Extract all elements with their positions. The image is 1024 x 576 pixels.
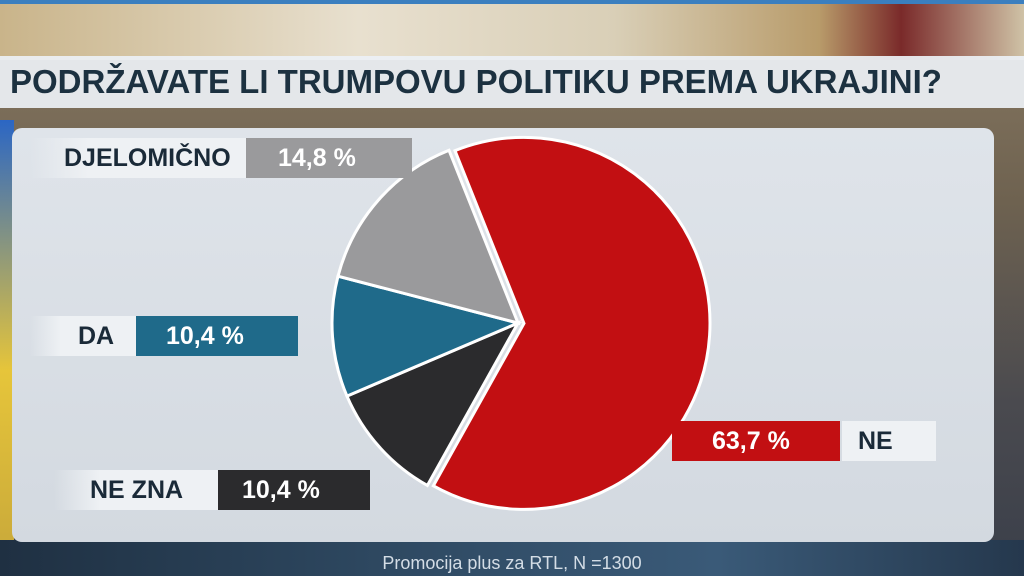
value-ne-zna: 10,4 % bbox=[218, 470, 370, 510]
label-djelomicno: DJELOMIČNO bbox=[30, 138, 264, 178]
chart-title: PODRŽAVATE LI TRUMPOVU POLITIKU PREMA UK… bbox=[10, 63, 942, 100]
value-da: 10,4 % bbox=[136, 316, 298, 356]
footer-source: Promocija plus za RTL, N =1300 bbox=[382, 552, 642, 573]
label-ne: NE bbox=[842, 421, 936, 461]
pie-slice-da bbox=[330, 274, 523, 399]
value-djelomicno-text: 14,8 % bbox=[278, 143, 356, 172]
label-da-text: DA bbox=[78, 321, 115, 350]
value-ne-zna-text: 10,4 % bbox=[242, 475, 320, 504]
top-accent-strip bbox=[0, 0, 1024, 4]
value-djelomicno: 14,8 % bbox=[246, 138, 412, 178]
title-bar: PODRŽAVATE LI TRUMPOVU POLITIKU PREMA UK… bbox=[0, 56, 1024, 108]
background-flag bbox=[0, 120, 14, 576]
pie-slice-ne bbox=[431, 135, 712, 511]
label-ne-zna-text: NE ZNA bbox=[90, 475, 184, 504]
value-ne-text: 63,7 % bbox=[712, 426, 790, 455]
label-djelomicno-text: DJELOMIČNO bbox=[64, 143, 231, 172]
background-bottom bbox=[0, 540, 1024, 576]
label-da: DA bbox=[30, 316, 154, 356]
value-da-text: 10,4 % bbox=[166, 321, 244, 350]
pie-slice-ne-zna bbox=[344, 319, 522, 488]
value-ne: 63,7 % bbox=[672, 421, 840, 461]
background-top bbox=[0, 0, 1024, 60]
label-ne-zna: NE ZNA bbox=[54, 470, 238, 510]
label-ne-text: NE bbox=[858, 426, 893, 455]
pie-slice-djelomicno bbox=[336, 148, 521, 326]
